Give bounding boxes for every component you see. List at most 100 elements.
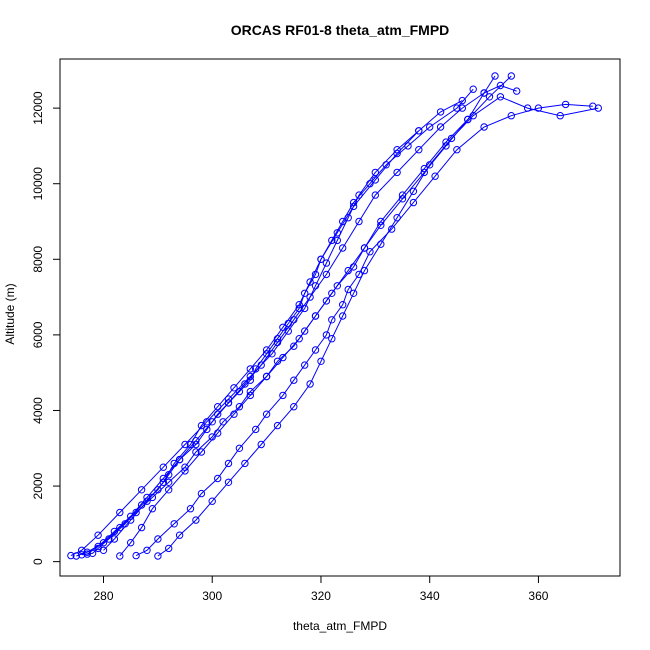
data-point [224, 395, 233, 403]
data-point [197, 489, 206, 498]
data-point [301, 361, 309, 369]
data-point [279, 353, 287, 362]
data-point [175, 531, 184, 539]
data-point [290, 403, 298, 411]
data-point [436, 123, 445, 131]
data-point [349, 202, 358, 211]
data-point [279, 391, 287, 400]
y-tick-label: 10000 [31, 167, 45, 201]
y-tick-label: 12000 [31, 91, 45, 125]
series-4 [83, 81, 521, 558]
plot-frame [59, 58, 621, 577]
data-point [415, 146, 423, 154]
data-point [311, 312, 320, 320]
data-point [78, 546, 86, 554]
data-point [464, 115, 472, 124]
data-point [561, 100, 570, 109]
data-point [523, 104, 532, 112]
y-tick-label: 6000 [31, 321, 45, 348]
data-point [398, 191, 407, 199]
y-tick-label: 0 [31, 558, 45, 565]
data-point [366, 248, 374, 256]
data-point [317, 357, 325, 365]
data-point [458, 104, 466, 112]
data-point [246, 391, 255, 400]
data-point [453, 146, 461, 154]
data-point [219, 418, 227, 426]
data-point [371, 176, 379, 184]
data-point [344, 214, 352, 222]
series-8 [67, 127, 423, 560]
data-point [311, 346, 320, 354]
data-point [116, 552, 124, 560]
series-line [157, 96, 599, 557]
x-tick-label: 360 [528, 589, 548, 603]
data-point [268, 350, 276, 358]
data-point [295, 301, 303, 309]
data-point [301, 304, 309, 313]
data-point [393, 214, 401, 222]
data-point [295, 335, 303, 343]
data-point [154, 535, 162, 543]
data-point [203, 425, 211, 434]
data-point [208, 418, 216, 426]
data-point [290, 376, 298, 384]
data-point [197, 448, 206, 456]
data-point [311, 282, 320, 290]
data-point [230, 384, 238, 392]
data-point [165, 544, 173, 553]
data-point [436, 108, 445, 116]
data-point [594, 104, 602, 112]
data-point [273, 421, 282, 430]
y-axis-label: Altitude (m) [3, 283, 17, 344]
x-axis-label: theta_atm_FMPD [293, 619, 387, 633]
series-line [70, 130, 420, 557]
data-point [491, 72, 499, 80]
data-point [415, 127, 423, 135]
data-point [94, 542, 102, 551]
data-point [322, 331, 331, 339]
data-point [442, 138, 450, 146]
data-point [485, 93, 494, 101]
data-point [203, 418, 211, 426]
data-point [110, 527, 119, 536]
data-point [469, 112, 477, 120]
data-point [513, 87, 521, 95]
data-point [279, 323, 287, 331]
data-point [181, 440, 189, 449]
data-point [132, 551, 140, 560]
y-tick-label: 4000 [31, 397, 45, 424]
data-point [333, 282, 341, 290]
data-point [257, 440, 265, 449]
data-point [257, 361, 265, 369]
data-point [252, 425, 260, 434]
data-point [409, 198, 418, 207]
data-point [99, 546, 108, 554]
data-point [154, 552, 162, 560]
data-point [262, 410, 271, 418]
x-tick-label: 320 [311, 589, 331, 603]
data-point [306, 380, 314, 388]
data-point [170, 520, 178, 528]
data-point [159, 478, 168, 486]
data-point [241, 459, 249, 468]
data-point [110, 535, 119, 543]
data-point [306, 293, 314, 301]
data-point [246, 372, 255, 381]
data-point [409, 187, 418, 196]
data-point [306, 278, 314, 286]
data-point [556, 112, 564, 120]
series-layer [67, 72, 602, 560]
data-point [534, 104, 543, 112]
data-point [333, 236, 341, 245]
series-7 [116, 72, 515, 560]
axes-layer: 280 300 320 340 360 0 2000 4000 6000 8000 10000 120… [31, 91, 549, 603]
x-tick-label: 340 [420, 589, 440, 603]
x-tick-label: 300 [202, 589, 222, 603]
data-point [371, 191, 379, 199]
data-point [355, 191, 363, 199]
data-point [328, 316, 336, 324]
data-point [262, 346, 271, 354]
data-point [431, 172, 439, 180]
